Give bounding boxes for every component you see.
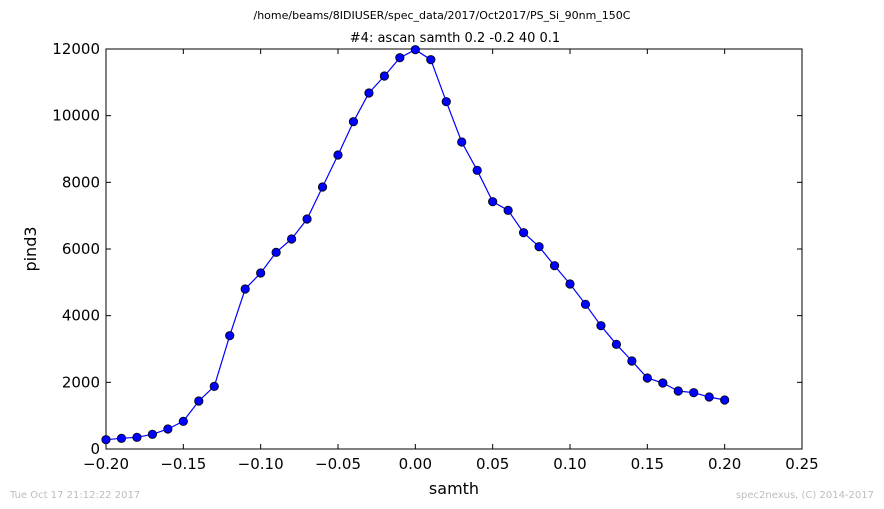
x-tick-label: −0.05 [315,455,361,473]
data-point [379,71,389,81]
x-tick-label: −0.10 [238,455,284,473]
data-point [395,53,405,63]
y-tick-label: 2000 [62,373,100,391]
data-point [364,88,374,98]
data-point [163,424,173,434]
y-tick-label: 4000 [62,307,100,325]
data-point [658,378,668,388]
x-tick-label: 0.10 [553,455,586,473]
x-tick-label: 0.25 [785,455,818,473]
data-point [410,45,420,55]
series-line [105,49,725,441]
data-point [704,392,714,402]
data-point [627,356,637,366]
series-pind3 [101,45,730,445]
data-point [256,268,266,278]
data-point [488,197,498,207]
figure-suptitle: /home/beams/8IDIUSER/spec_data/2017/Oct2… [254,9,631,22]
data-point [441,97,451,107]
data-point [611,339,622,349]
data-point [348,117,359,127]
data-point [689,388,699,398]
data-point [565,279,575,289]
data-point [209,381,219,391]
data-point [147,429,157,439]
data-point [596,321,606,331]
data-point [333,150,343,160]
data-point [178,416,188,426]
x-tick-label: −0.20 [83,455,129,473]
data-point [302,214,312,224]
data-point [549,261,560,271]
data-point [457,137,467,147]
data-point [101,435,111,445]
data-point [132,432,142,442]
data-point [673,386,683,396]
x-tick-label: 0.00 [399,455,432,473]
x-tick-label: −0.15 [160,455,206,473]
plot-title: #4: ascan samth 0.2 -0.2 40 0.1 [350,31,560,46]
y-tick-label: 8000 [62,173,100,191]
x-axis-ticks: −0.20 −0.15 −0.10 −0.05 0.00 0.05 0.10 0.15 0.20… [83,49,819,473]
y-tick-label: 12000 [52,40,100,58]
x-tick-label: 0.20 [708,455,741,473]
data-point [225,331,235,341]
data-point [720,395,730,405]
data-point [642,373,652,383]
data-point [580,299,591,309]
y-axis-ticks: 0 2000 4000 6000 8000 10000 12000 [52,40,802,458]
data-point [503,205,513,215]
x-tick-label: 0.15 [631,455,664,473]
data-point [317,182,328,192]
data-point [426,55,436,65]
data-point [518,228,529,238]
x-tick-label: 0.05 [476,455,509,473]
y-tick-label: 0 [90,440,100,458]
data-point [534,242,544,252]
x-axis-label: samth [429,479,479,498]
data-point [116,433,127,443]
data-point [271,247,281,257]
y-tick-label: 10000 [52,107,100,125]
y-axis-label: pind3 [21,226,40,271]
footer-timestamp: Tue Oct 17 21:12:22 2017 [9,490,140,501]
y-tick-label: 6000 [62,240,100,258]
data-point [472,165,482,175]
data-point [240,284,250,294]
plot-frame [105,48,803,450]
footer-credit: spec2nexus, (C) 2014-2017 [736,490,874,501]
data-point [194,396,204,406]
data-point [286,234,297,244]
